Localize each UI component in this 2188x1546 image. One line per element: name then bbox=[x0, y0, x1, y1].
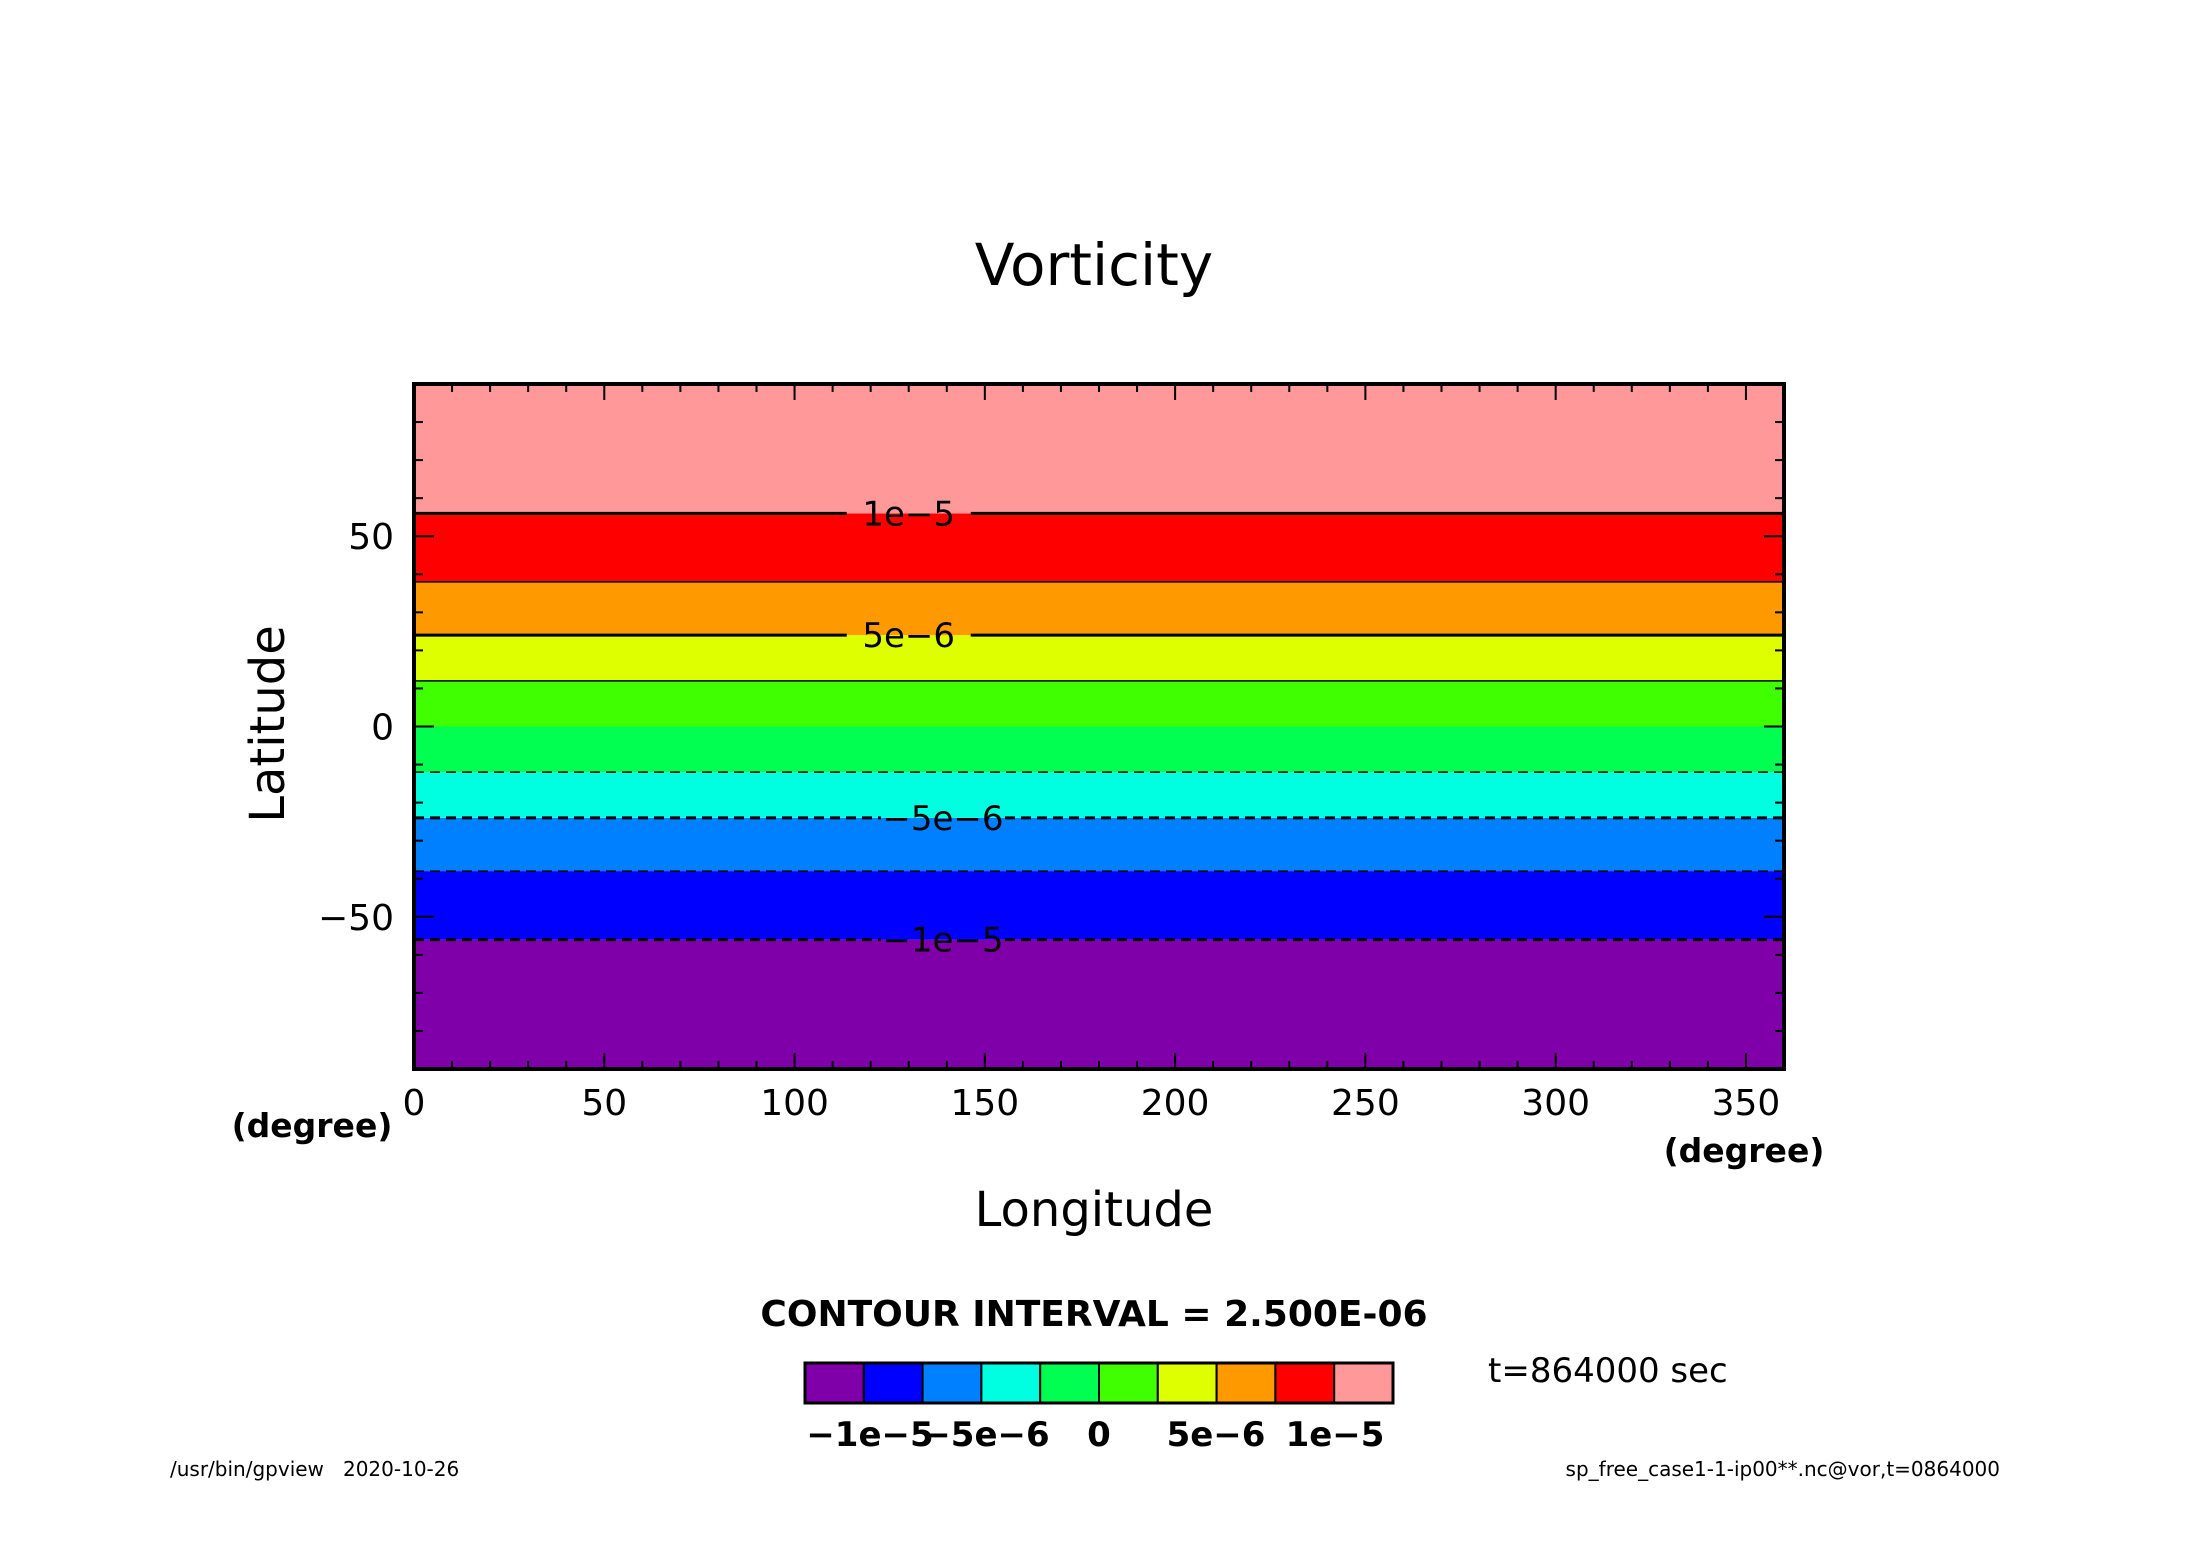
band-1 bbox=[414, 871, 1784, 940]
colorbar-swatch-4 bbox=[1039, 1362, 1100, 1404]
colorbar-swatch-0 bbox=[804, 1362, 865, 1404]
colorbar: −1e−5−5e−6 0 5e−6 1e−5 bbox=[803, 1361, 1395, 1455]
band-4 bbox=[414, 726, 1784, 773]
y-tick-label-0: 0 bbox=[371, 708, 394, 749]
band-6 bbox=[414, 635, 1784, 681]
colorbar-label-1: −5e−6 bbox=[922, 1415, 1049, 1455]
band-7 bbox=[414, 581, 1784, 636]
colorbar-label-4: 1e−5 bbox=[1286, 1415, 1385, 1455]
band-0 bbox=[414, 939, 1784, 1069]
x-tick-label-350: 350 bbox=[1712, 1083, 1781, 1124]
colorbar-swatch-1 bbox=[862, 1362, 924, 1404]
band-8 bbox=[414, 513, 1784, 582]
colorbar-swatch-2 bbox=[921, 1362, 983, 1404]
footer-right: sp_free_case1-1-ip00**.nc@vor,t=0864000 bbox=[1566, 1457, 2000, 1481]
contour-label-5: −5e−6 bbox=[882, 799, 1003, 839]
colorbar-swatch-9 bbox=[1333, 1362, 1394, 1404]
contour-label-7: −1e−5 bbox=[882, 921, 1003, 961]
x-tick-label-0: 0 bbox=[403, 1083, 426, 1124]
x-tick-label-300: 300 bbox=[1521, 1083, 1590, 1124]
x-tick-label-250: 250 bbox=[1331, 1083, 1400, 1124]
x-tick-label-50: 50 bbox=[581, 1083, 627, 1124]
colorbar-label-0: −1e−5 bbox=[806, 1415, 933, 1455]
colorbar-swatch-6 bbox=[1156, 1362, 1218, 1404]
y-tick-label--50: −50 bbox=[318, 898, 394, 939]
colorbar-frame bbox=[803, 1361, 1395, 1405]
y-axis-label: Latitude bbox=[240, 625, 296, 823]
band-3 bbox=[414, 772, 1784, 818]
plot-area: 1e−5 5e−6 −5e−6 −1e−5 0 50 100 150 200 250 300 350 −… bbox=[318, 382, 1786, 1124]
colorbar-label-2: 0 bbox=[1087, 1415, 1111, 1455]
chart-title: Vorticity bbox=[975, 231, 1213, 299]
y-axis-units: (degree) bbox=[232, 1106, 393, 1145]
contour-label-0: 1e−5 bbox=[862, 494, 955, 534]
x-tick-label-200: 200 bbox=[1141, 1083, 1210, 1124]
x-tick-label-150: 150 bbox=[950, 1083, 1019, 1124]
colorbar-swatch-3 bbox=[980, 1362, 1042, 1404]
footer-left: /usr/bin/gpview 2020-10-26 bbox=[170, 1457, 459, 1481]
band-5 bbox=[414, 680, 1784, 727]
colorbar-swatch-7 bbox=[1215, 1362, 1277, 1404]
colorbar-swatch-5 bbox=[1098, 1362, 1159, 1404]
band-2 bbox=[414, 817, 1784, 872]
x-tick-label-100: 100 bbox=[760, 1083, 829, 1124]
colorbar-label-3: 5e−6 bbox=[1167, 1415, 1266, 1455]
contour-label-2: 5e−6 bbox=[862, 616, 955, 656]
time-label: t=864000 sec bbox=[1488, 1351, 1728, 1391]
x-axis-units: (degree) bbox=[1664, 1131, 1825, 1170]
contour-interval-label: CONTOUR INTERVAL = 2.500E-06 bbox=[760, 1294, 1427, 1335]
y-tick-label-50: 50 bbox=[348, 517, 394, 558]
colorbar-swatch-8 bbox=[1274, 1362, 1336, 1404]
band-9 bbox=[414, 384, 1784, 514]
x-axis-label: Longitude bbox=[975, 1182, 1214, 1238]
